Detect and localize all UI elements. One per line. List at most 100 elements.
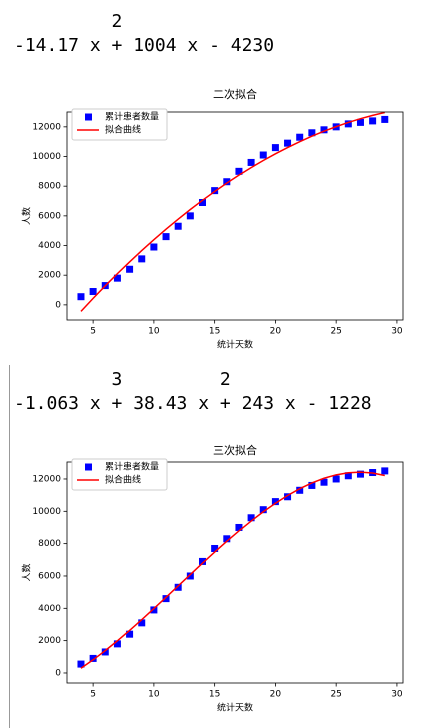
poly-output: 2 -14.17 x + 1004 x - 4230	[14, 10, 274, 58]
legend-label: 拟合曲线	[105, 474, 141, 486]
data-point	[89, 654, 97, 662]
data-point	[198, 557, 206, 565]
data-point	[356, 118, 364, 126]
y-tick-label: 4000	[38, 241, 61, 251]
y-tick-label: 4000	[38, 604, 61, 614]
data-point	[223, 178, 231, 186]
data-point	[284, 139, 292, 147]
plot-area	[77, 467, 389, 669]
data-point	[308, 481, 316, 489]
y-axis-label: 人数	[21, 563, 33, 581]
data-point	[138, 619, 146, 627]
data-point	[320, 478, 328, 486]
data-point	[296, 486, 304, 494]
polynomial-line: -14.17 x + 1004 x - 4230	[14, 35, 275, 56]
y-axis-label: 人数	[21, 207, 33, 225]
y-tick-label: 10000	[32, 507, 61, 517]
data-point	[284, 493, 292, 501]
x-tick-label: 25	[330, 327, 341, 337]
data-point	[138, 255, 146, 263]
data-point	[296, 133, 304, 141]
data-point	[174, 583, 182, 591]
legend-box	[71, 108, 168, 141]
x-tick-label: 15	[209, 327, 220, 337]
data-point	[320, 126, 328, 134]
y-tick-label: 0	[55, 300, 61, 310]
data-point	[126, 630, 134, 638]
y-tick-label: 10000	[32, 152, 61, 162]
data-point	[77, 660, 85, 668]
data-point	[150, 606, 158, 614]
y-tick-label: 2000	[38, 271, 61, 281]
chart-title: 二次拟合	[213, 87, 257, 101]
data-point	[174, 222, 182, 230]
data-point	[235, 167, 243, 175]
data-point	[113, 640, 121, 648]
axes-frame	[66, 111, 404, 321]
x-tick-label: 10	[148, 327, 160, 337]
legend-label: 累计患者数量	[105, 461, 159, 473]
y-tick-label: 8000	[38, 539, 61, 549]
data-point	[344, 120, 352, 128]
x-tick-label: 5	[90, 690, 96, 700]
y-tick-label: 12000	[32, 474, 61, 484]
x-tick-label: 20	[270, 690, 282, 700]
y-tick-label: 0	[55, 668, 61, 678]
y-tick-label: 8000	[38, 182, 61, 192]
data-point	[150, 243, 158, 251]
cell-border	[9, 365, 10, 728]
legend-label: 拟合曲线	[105, 124, 141, 136]
plot-area	[77, 112, 389, 312]
data-point	[308, 129, 316, 137]
data-point	[381, 467, 389, 475]
y-tick-label: 2000	[38, 636, 61, 646]
data-point	[186, 212, 194, 220]
axes-frame	[66, 461, 404, 684]
data-point	[162, 595, 170, 603]
data-point	[101, 648, 109, 656]
data-point	[113, 274, 121, 282]
data-point	[77, 293, 85, 301]
y-tick-label: 6000	[38, 571, 61, 581]
legend-marker	[85, 113, 92, 121]
poly-output: 3 2 -1.063 x + 38.43 x + 243 x - 1228	[14, 368, 372, 416]
data-point	[211, 544, 219, 552]
legend-box	[71, 458, 168, 491]
data-point	[223, 535, 231, 543]
legend-marker	[85, 463, 92, 471]
x-tick-label: 20	[270, 327, 282, 337]
data-point	[369, 117, 377, 125]
data-point	[162, 233, 170, 241]
data-point	[344, 472, 352, 480]
x-tick-label: 30	[391, 690, 403, 700]
x-tick-label: 25	[330, 690, 341, 700]
data-point	[381, 115, 389, 123]
data-point	[259, 506, 267, 514]
data-point	[186, 572, 194, 580]
fit-line	[80, 112, 385, 312]
x-tick-label: 5	[90, 327, 96, 337]
data-point	[356, 470, 364, 478]
data-point	[126, 265, 134, 273]
data-point	[247, 158, 255, 166]
x-tick-label: 15	[209, 690, 220, 700]
x-tick-label: 30	[391, 327, 403, 337]
y-tick-label: 12000	[32, 122, 61, 132]
x-tick-label: 10	[148, 690, 160, 700]
x-axis-label: 统计天数	[217, 339, 253, 351]
polynomial-line: -1.063 x + 38.43 x + 243 x - 1228	[14, 393, 372, 414]
data-point	[271, 498, 279, 506]
data-point	[235, 523, 243, 531]
data-point	[259, 151, 267, 159]
exponent-line: 3 2	[14, 369, 231, 390]
legend-label: 累计患者数量	[105, 111, 159, 123]
data-point	[198, 198, 206, 206]
chart-title: 三次拟合	[213, 443, 257, 457]
x-axis-label: 统计天数	[217, 702, 253, 714]
data-point	[89, 288, 97, 296]
data-point	[332, 475, 340, 483]
